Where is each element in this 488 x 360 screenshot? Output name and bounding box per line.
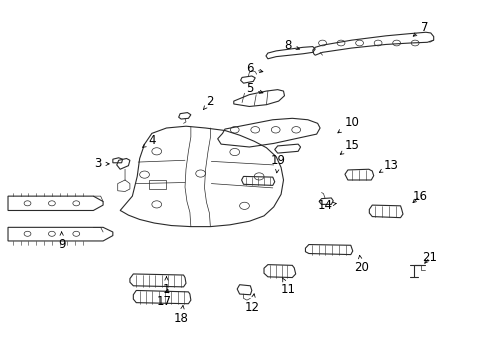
Text: 3: 3 [94,157,109,170]
Text: 1: 1 [163,277,170,296]
Text: 20: 20 [353,255,368,274]
Text: 21: 21 [422,251,436,264]
Text: 15: 15 [340,139,359,154]
Text: 9: 9 [58,232,65,251]
Text: 7: 7 [412,21,428,36]
Text: 17: 17 [156,289,171,309]
Text: 2: 2 [203,95,214,109]
Text: 12: 12 [244,294,259,314]
Text: 13: 13 [379,159,397,172]
Text: 16: 16 [412,190,427,203]
Text: 5: 5 [245,82,263,95]
Text: 18: 18 [173,306,188,325]
Text: 19: 19 [270,154,285,173]
Text: 11: 11 [280,278,295,296]
Text: 6: 6 [245,62,263,75]
Text: 4: 4 [142,134,155,147]
Text: 8: 8 [284,39,299,52]
Text: 10: 10 [337,116,359,133]
Text: 14: 14 [317,199,336,212]
